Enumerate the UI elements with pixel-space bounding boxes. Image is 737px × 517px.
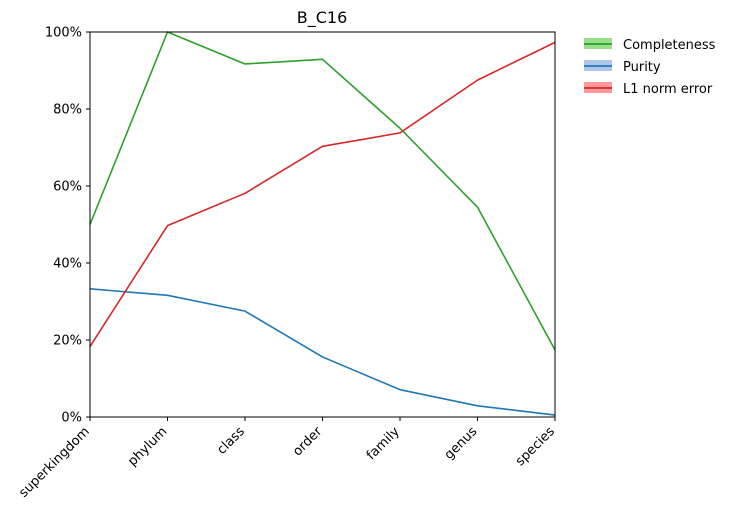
chart-title: B_C16 xyxy=(297,8,348,28)
y-axis: 0% 20% 40% 60% 80% 100% xyxy=(45,26,90,426)
x-tick-label: species xyxy=(513,424,558,469)
legend: Completeness Purity L1 norm error xyxy=(584,38,716,97)
legend-label-completeness: Completeness xyxy=(623,38,716,53)
x-tick-label: genus xyxy=(442,424,481,463)
series-line-completeness xyxy=(89,31,556,351)
y-tick-label: 20% xyxy=(53,334,82,349)
y-tick-label: 100% xyxy=(45,26,82,41)
series-line-purity xyxy=(89,288,556,416)
x-axis: superkingdom phylum class order family genus s… xyxy=(16,417,558,501)
y-tick-label: 40% xyxy=(53,257,82,272)
legend-label-purity: Purity xyxy=(623,60,661,75)
series-line-l1-norm-error xyxy=(89,41,556,347)
y-tick-label: 60% xyxy=(53,180,82,195)
x-tick-label: phylum xyxy=(125,424,170,469)
x-tick-label: family xyxy=(364,424,403,463)
x-tick-label: order xyxy=(290,424,326,460)
y-tick-label: 0% xyxy=(61,411,82,426)
x-tick-label: superkingdom xyxy=(16,424,92,500)
plot-frame xyxy=(89,31,556,418)
legend-label-l1-norm-error: L1 norm error xyxy=(623,82,713,97)
y-tick-label: 80% xyxy=(53,103,82,118)
plot-lines xyxy=(89,31,556,416)
x-tick-label: class xyxy=(214,424,248,458)
